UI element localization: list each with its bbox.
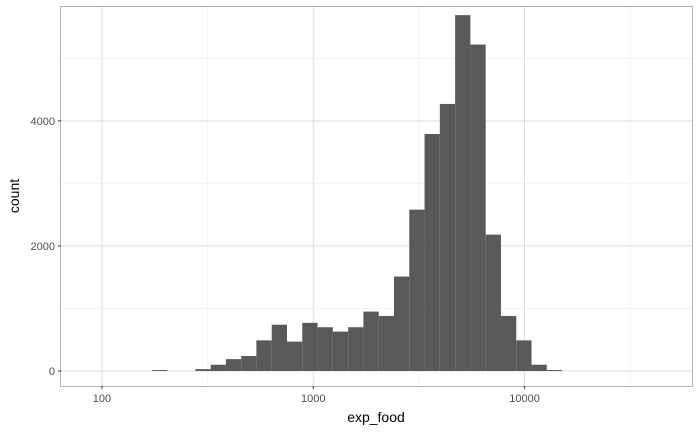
histogram-bar xyxy=(409,209,425,371)
histogram-bar xyxy=(302,322,318,371)
histogram-bar xyxy=(152,370,168,371)
x-axis-title: exp_food xyxy=(347,409,405,425)
histogram-bars xyxy=(152,15,563,372)
histogram-bar xyxy=(546,370,563,371)
histogram-bar xyxy=(393,276,410,371)
histogram-bar xyxy=(286,341,303,371)
histogram-bar xyxy=(210,364,226,371)
histogram-bar xyxy=(531,364,547,371)
x-axis-ticks: 100 1000 10000 xyxy=(93,386,540,405)
histogram-bar xyxy=(271,324,287,371)
histogram-bar xyxy=(363,311,379,371)
histogram-bar xyxy=(455,15,471,371)
y-tick-label: 0 xyxy=(49,366,55,378)
histogram-bar xyxy=(332,331,349,371)
histogram-bar xyxy=(470,44,486,372)
histogram-bar xyxy=(195,369,211,371)
histogram-bar xyxy=(424,133,440,371)
histogram-bar xyxy=(516,340,532,371)
histogram-bar xyxy=(241,355,257,371)
histogram-bar xyxy=(500,315,517,371)
histogram-bar xyxy=(485,234,501,371)
histogram-bar xyxy=(348,327,364,371)
y-axis-title: count xyxy=(6,179,22,213)
y-tick-label: 4000 xyxy=(31,116,55,128)
y-tick-label: 2000 xyxy=(31,241,55,253)
x-tick-label: 1000 xyxy=(301,393,325,405)
y-axis-ticks: 0 2000 4000 xyxy=(31,116,61,378)
histogram-bar xyxy=(439,103,456,371)
panel-border xyxy=(60,6,693,387)
x-tick-label: 100 xyxy=(93,393,111,405)
x-tick-label: 10000 xyxy=(509,393,540,405)
histogram-bar xyxy=(317,327,333,371)
histogram-bar xyxy=(256,340,272,371)
histogram-bar xyxy=(225,359,242,371)
histogram-bar xyxy=(378,315,394,371)
